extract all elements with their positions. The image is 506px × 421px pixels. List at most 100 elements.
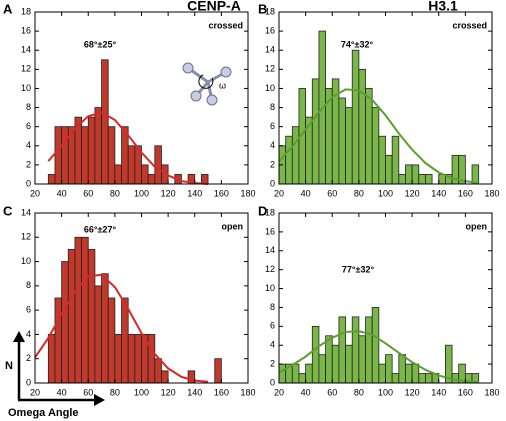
state-label: crossed — [452, 20, 487, 30]
bar — [285, 135, 293, 185]
state-label: crossed — [208, 20, 243, 30]
column-title: CENP-A — [187, 0, 241, 14]
bar — [378, 363, 386, 384]
y-tick-label: 6 — [26, 121, 31, 131]
y-tick-label: 10 — [21, 256, 31, 266]
state-label: open — [222, 221, 244, 231]
x-tick-label: 100 — [134, 188, 149, 198]
y-tick-label: 18 — [21, 6, 31, 16]
bar — [94, 107, 102, 185]
bar — [358, 68, 366, 185]
bar — [298, 373, 307, 384]
x-tick-label: 80 — [110, 188, 120, 198]
bar — [94, 285, 102, 384]
bar — [411, 164, 420, 185]
y-tick-label: 8 — [26, 280, 31, 290]
x-tick-label: 120 — [161, 188, 176, 198]
x-tick-label: 20 — [30, 387, 40, 397]
bar — [305, 363, 313, 384]
fit-curve — [278, 330, 479, 384]
bar — [345, 344, 353, 384]
x-tick-label: 60 — [83, 188, 93, 198]
bar — [325, 335, 333, 384]
x-axis-label: Omega Angle — [8, 407, 79, 419]
inset-label: ω — [219, 80, 226, 90]
bar — [398, 174, 406, 185]
y-tick-label: 8 — [270, 302, 275, 312]
state-label: open — [466, 221, 488, 231]
bar — [134, 334, 142, 384]
bar — [338, 316, 346, 384]
axis-arrows — [13, 331, 105, 406]
x-tick-label: 120 — [161, 387, 176, 397]
bar — [378, 135, 386, 185]
y-tick-label: 16 — [21, 25, 31, 35]
x-tick-label: 40 — [57, 387, 67, 397]
x-tick-label: 80 — [354, 188, 364, 198]
bar — [418, 373, 426, 384]
bar — [311, 325, 320, 384]
column-title: H3.1 — [428, 0, 458, 14]
bar — [291, 363, 300, 384]
bar — [418, 174, 426, 185]
bar — [425, 174, 433, 185]
bar — [365, 316, 373, 384]
y-tick-label: 4 — [26, 140, 31, 150]
y-tick-label: 12 — [21, 64, 31, 74]
bar — [358, 335, 366, 384]
x-tick-label: 20 — [30, 188, 40, 198]
bar — [385, 154, 393, 185]
bar — [67, 249, 76, 384]
panel-letter: C — [3, 203, 13, 218]
bar — [87, 116, 96, 185]
bar — [81, 126, 89, 185]
bar — [61, 126, 69, 185]
bar — [451, 373, 460, 384]
y-tick-label: 18 — [265, 6, 275, 16]
x-tick-label: 40 — [57, 188, 67, 198]
bar — [154, 358, 162, 384]
x-tick-label: 180 — [240, 387, 255, 397]
bar — [47, 174, 56, 185]
panel-letter: A — [3, 1, 13, 16]
x-tick-label: 180 — [484, 387, 499, 397]
x-tick-label: 160 — [458, 188, 473, 198]
x-tick-label: 60 — [327, 387, 337, 397]
fit-annotation: 66°±27° — [84, 224, 117, 234]
x-tick-label: 160 — [214, 188, 229, 198]
bar — [278, 363, 287, 384]
bar — [81, 236, 89, 384]
fit-curve — [278, 88, 479, 184]
bar — [107, 297, 116, 384]
bar — [101, 59, 109, 185]
y-tick-label: 0 — [270, 377, 275, 387]
y-tick-label: 14 — [265, 245, 275, 255]
y-tick-label: 12 — [265, 64, 275, 74]
bar — [74, 236, 82, 384]
bar — [405, 164, 413, 185]
bar — [161, 370, 169, 384]
y-tick-label: 16 — [265, 226, 275, 236]
bar — [47, 334, 56, 384]
x-tick-label: 180 — [484, 188, 499, 198]
inset-diagram — [182, 62, 232, 106]
bar — [311, 78, 320, 185]
x-tick-label: 60 — [83, 387, 93, 397]
bar — [371, 107, 380, 185]
bar — [318, 354, 326, 384]
y-axis-label: N — [5, 360, 13, 372]
x-tick-label: 80 — [354, 387, 364, 397]
bar — [147, 334, 156, 384]
x-tick-label: 40 — [301, 188, 311, 198]
bar — [114, 334, 122, 384]
x-tick-label: 100 — [378, 387, 393, 397]
panel-letter: B — [258, 1, 267, 16]
x-tick-label: 140 — [187, 188, 202, 198]
y-tick-label: 2 — [270, 358, 275, 368]
bar — [391, 135, 400, 185]
y-tick-label: 4 — [270, 140, 275, 150]
bar — [425, 373, 433, 384]
bar — [471, 164, 480, 185]
y-tick-label: 18 — [265, 207, 275, 217]
fit-annotation: 74°±32° — [341, 39, 374, 49]
